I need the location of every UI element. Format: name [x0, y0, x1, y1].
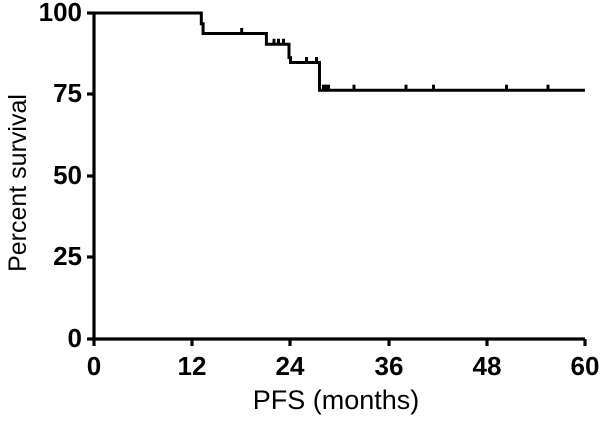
svg-text:0: 0: [87, 351, 101, 381]
svg-text:12: 12: [178, 351, 207, 381]
svg-text:25: 25: [53, 241, 82, 271]
svg-text:24: 24: [276, 351, 305, 381]
svg-text:36: 36: [375, 351, 404, 381]
svg-text:75: 75: [53, 78, 82, 108]
svg-text:50: 50: [53, 160, 82, 190]
svg-text:PFS (months): PFS (months): [253, 385, 420, 415]
svg-text:0: 0: [68, 323, 82, 353]
svg-text:Percent survival: Percent survival: [4, 94, 32, 272]
svg-text:100: 100: [39, 0, 82, 27]
svg-text:60: 60: [571, 351, 600, 381]
svg-text:48: 48: [473, 351, 502, 381]
